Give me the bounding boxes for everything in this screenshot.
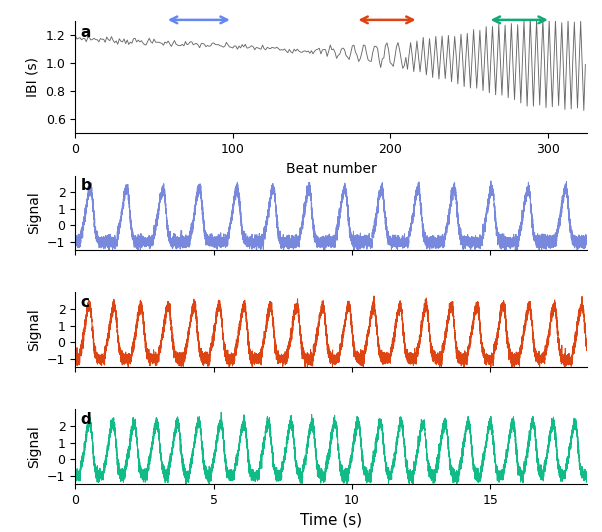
X-axis label: Beat number: Beat number <box>286 162 376 176</box>
Y-axis label: Signal: Signal <box>28 426 42 468</box>
Y-axis label: Signal: Signal <box>28 309 42 351</box>
X-axis label: Time (s): Time (s) <box>300 512 362 527</box>
Text: b: b <box>81 178 92 193</box>
Y-axis label: IBI (s): IBI (s) <box>26 57 40 97</box>
Text: a: a <box>81 24 91 40</box>
Text: d: d <box>81 412 91 427</box>
Y-axis label: Signal: Signal <box>28 192 42 234</box>
Text: c: c <box>81 295 89 310</box>
